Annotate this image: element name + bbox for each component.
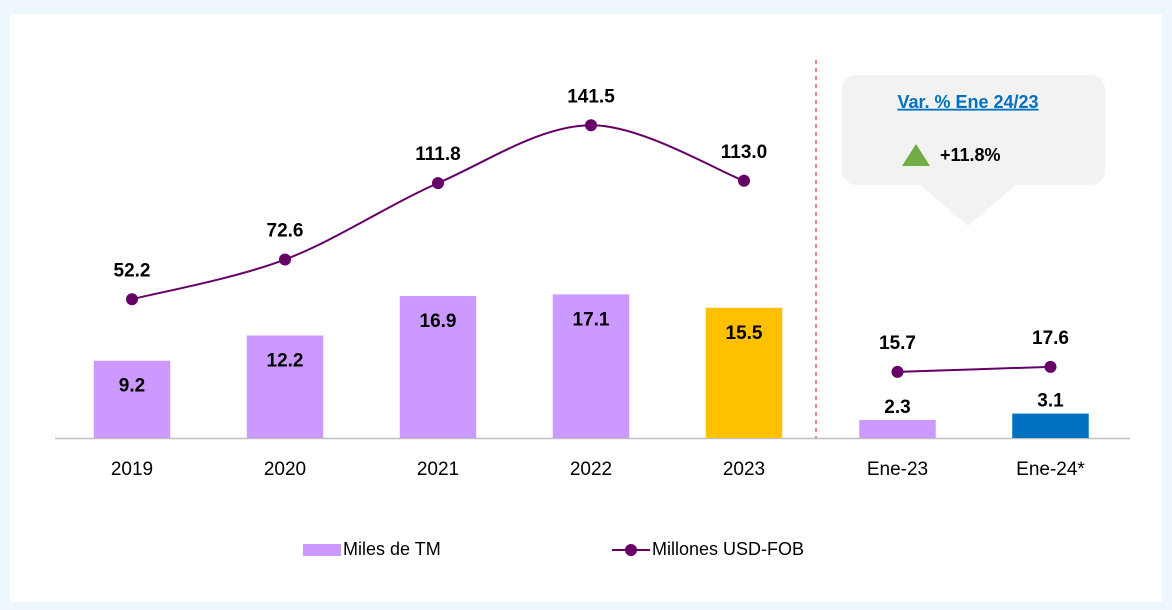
line-point [1044,360,1057,373]
line-value-label: 111.8 [415,144,460,165]
legend-label: Millones USD-FOB [652,539,804,559]
bar [1012,413,1089,438]
line-point [585,119,597,132]
x-tick-label: 2021 [417,459,459,480]
legend-swatch [303,544,341,556]
bar [246,335,324,438]
line-value-label: 113.0 [721,142,768,163]
bar [705,307,783,438]
x-tick-label: Ene-24* [1016,459,1085,480]
bar-value-label: 15.5 [726,323,763,344]
line-value-label: 17.6 [1032,328,1069,349]
line-point [126,293,138,306]
up-arrow [902,144,930,166]
legend-marker [625,544,637,556]
x-tick-label: 2023 [723,459,765,480]
bar [552,294,630,438]
x-tick-label: 2019 [111,459,153,480]
bar [93,360,171,438]
callout: Var. % Ene 24/23 +11.8% [842,75,1105,226]
bar-value-label: 2.3 [884,397,910,418]
bar-value-label: 3.1 [1037,391,1064,412]
callout-title: Var. % Ene 24/23 [897,92,1038,112]
legend-label: Miles de TM [343,539,441,559]
callout-arrow [920,185,1016,226]
bar-value-label: 16.9 [420,311,457,332]
line-point [738,174,750,187]
bar [859,419,936,438]
line-point [279,253,291,266]
bar-value-label: 12.2 [267,351,304,372]
x-tick-label: 2022 [570,459,612,480]
line-value-label: 141.5 [567,86,615,107]
x-tick-label: 2020 [264,459,306,480]
bar-value-label: 9.2 [119,376,145,397]
line-value-label: 52.2 [114,260,151,281]
line-value-label: 72.6 [267,221,304,242]
line-point [891,365,904,378]
line-value-label: 15.7 [879,333,916,354]
line [897,365,1051,373]
bar-value-label: 17.1 [573,309,610,330]
callout-value: +11.8% [940,145,1001,165]
x-tick-label: Ene-23 [867,459,928,480]
bar [399,296,477,438]
line-point [432,177,444,190]
